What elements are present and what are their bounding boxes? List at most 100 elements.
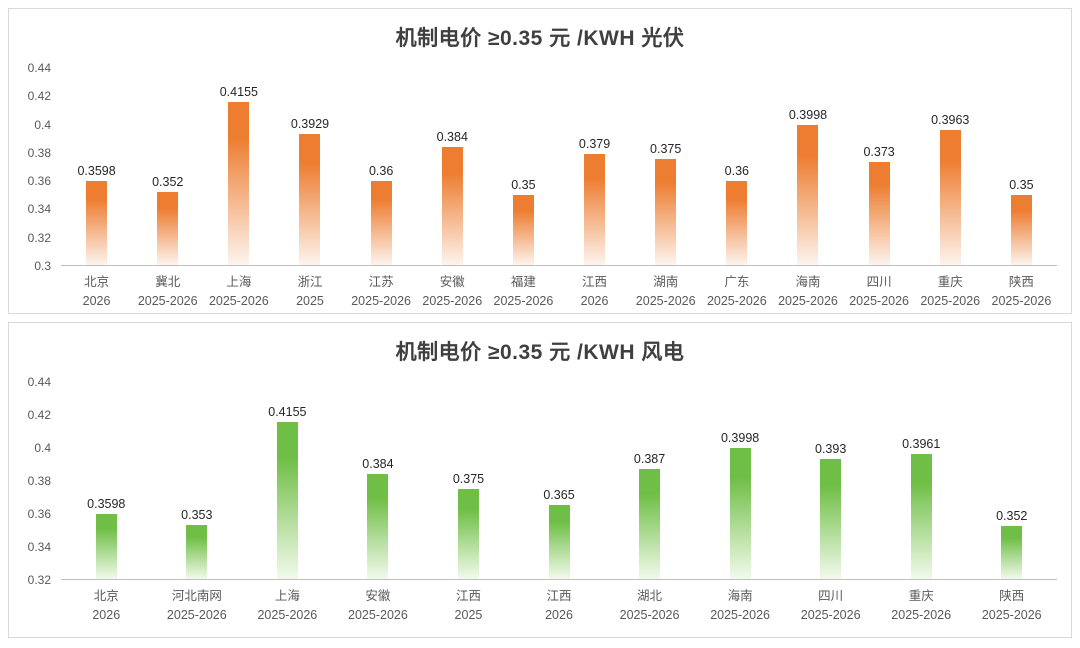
x-axis-category-label: 浙江 2025: [274, 273, 345, 311]
y-axis-tick-label: 0.4: [34, 441, 51, 456]
category-name: 四川: [866, 275, 892, 289]
y-axis-tick-label: 0.3: [34, 259, 51, 273]
bar-column: 0.352: [966, 382, 1057, 579]
bar: [157, 191, 179, 265]
x-axis-category-label: 海南 2025-2026: [695, 587, 786, 625]
y-axis-tick-label: 0.34: [27, 540, 51, 555]
category-period: 2025-2026: [493, 293, 554, 308]
bar-value-label: 0.384: [362, 456, 394, 471]
x-axis-category-label: 海南 2025-2026: [772, 273, 843, 311]
y-axis-tick-label: 0.34: [27, 202, 51, 217]
bar-value-label: 0.4155: [219, 85, 258, 100]
bar-column: 0.353: [152, 382, 243, 579]
x-axis-category-label: 江西 2025: [423, 587, 514, 625]
category-period: 2025-2026: [981, 607, 1042, 622]
bar-column: 0.36: [701, 68, 772, 265]
category-period: 2025-2026: [991, 293, 1052, 308]
bar-column: 0.384: [417, 68, 488, 265]
bar-column: 0.3929: [274, 68, 345, 265]
bar: [512, 194, 534, 265]
category-period: 2025-2026: [257, 607, 318, 622]
bar: [186, 524, 208, 579]
x-axis-category-label: 陕西 2025-2026: [986, 273, 1057, 311]
category-name: 冀北: [155, 275, 181, 289]
bar-value-label: 0.3929: [290, 117, 330, 132]
y-axis-tick-label: 0.32: [27, 230, 51, 245]
category-name: 上海: [274, 589, 300, 603]
bar: [584, 153, 606, 265]
bar-value-label: 0.3998: [720, 431, 760, 445]
bar-value-label: 0.3963: [931, 112, 970, 127]
bar-value-label: 0.35: [1009, 177, 1034, 192]
x-axis-category-label: 陕西 2025-2026: [966, 587, 1057, 625]
x-axis-category-label: 江苏 2025-2026: [346, 273, 417, 311]
y-axis-tick-label: 0.36: [27, 174, 51, 189]
category-name: 湖南: [653, 275, 679, 289]
bar: [797, 124, 819, 265]
x-axis-category-label: 福建 2025-2026: [488, 273, 559, 311]
bar-value-label: 0.36: [724, 163, 749, 178]
bar: [939, 129, 961, 265]
bar: [820, 459, 842, 579]
x-axis: 北京 2026 冀北 2025-2026 上海 2025-2026 浙江 2025 江苏 2025…: [61, 273, 1057, 311]
bar: [228, 102, 250, 265]
plot: 0.3598 0.352 0.4155 0.3929 0.36 0.384 0.35 0.37…: [61, 68, 1057, 266]
bar-column: 0.3598: [61, 382, 152, 579]
plot-area: 0.3598 0.352 0.4155 0.3929 0.36 0.384 0.35 0.37…: [61, 68, 1057, 311]
category-period: 2025-2026: [208, 293, 269, 308]
y-axis-tick-label: 0.44: [27, 61, 51, 75]
category-period: 2025-2026: [710, 607, 770, 622]
category-name: 江西: [582, 275, 608, 289]
bar: [441, 146, 463, 265]
bar-column: 0.36: [346, 68, 417, 265]
y-axis-tick-label: 0.38: [27, 145, 51, 160]
category-period: 2025-2026: [849, 293, 909, 308]
bar-column: 0.3598: [61, 68, 132, 265]
y-axis: 0.32 0.34 0.36 0.38 0.4 0.42 0.44: [15, 375, 61, 587]
bar-value-label: 0.3598: [77, 163, 116, 178]
category-period: 2025: [296, 293, 324, 308]
bar: [1001, 526, 1023, 579]
category-name: 重庆: [937, 275, 963, 289]
bar-column: 0.393: [785, 382, 876, 579]
bar: [299, 134, 321, 265]
category-period: 2025-2026: [891, 607, 952, 622]
bar-value-label: 0.379: [578, 136, 611, 151]
x-axis-category-label: 湖北 2025-2026: [604, 587, 695, 625]
bar-column: 0.365: [514, 382, 605, 579]
bar: [639, 469, 661, 579]
bar-column: 0.375: [630, 68, 701, 265]
category-period: 2026: [92, 607, 121, 622]
y-axis-tick-label: 0.36: [27, 507, 51, 522]
bar: [276, 422, 298, 579]
bar-value-label: 0.387: [633, 452, 666, 467]
x-axis: 北京 2026 河北南网 2025-2026 上海 2025-2026 安徽 2025-202…: [61, 587, 1057, 625]
y-axis-tick-label: 0.44: [27, 375, 51, 389]
bar-value-label: 0.375: [650, 142, 682, 157]
bar-value-label: 0.375: [452, 471, 485, 486]
category-period: 2025-2026: [351, 293, 412, 308]
category-period: 2025-2026: [166, 607, 227, 622]
bar-column: 0.352: [132, 68, 203, 265]
category-name: 江西: [546, 589, 572, 603]
bar-column: 0.3963: [915, 68, 986, 265]
category-name: 安徽: [439, 275, 465, 289]
category-period: 2026: [545, 607, 573, 622]
bar: [370, 180, 392, 265]
plot: 0.3598 0.353 0.4155 0.384 0.375 0.365 0.387 0.3…: [61, 382, 1057, 580]
category-name: 海南: [727, 589, 753, 603]
bar-value-label: 0.3998: [788, 107, 828, 122]
category-period: 2025-2026: [778, 293, 838, 308]
bar: [367, 473, 389, 579]
x-axis-category-label: 河北南网 2025-2026: [152, 587, 243, 625]
category-period: 2025: [454, 607, 483, 622]
category-period: 2025-2026: [348, 607, 408, 622]
bar-column: 0.373: [844, 68, 915, 265]
bar: [86, 180, 108, 265]
wind-bar-chart: 0.32 0.34 0.36 0.38 0.4 0.42 0.44 0.3598 0.353 0.…: [9, 366, 1071, 631]
bar-value-label: 0.352: [152, 174, 184, 189]
x-axis-category-label: 安徽 2025-2026: [417, 273, 488, 311]
category-name: 河北南网: [171, 589, 222, 603]
bar-value-label: 0.353: [181, 507, 213, 522]
bar-value-label: 0.373: [863, 145, 895, 160]
